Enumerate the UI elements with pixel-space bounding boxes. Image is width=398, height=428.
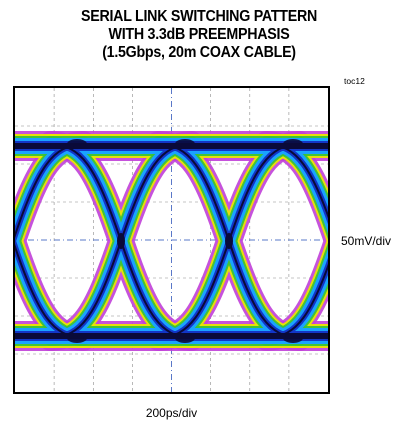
trace-density-cluster <box>67 139 87 149</box>
trace-density-cluster <box>175 139 195 149</box>
trace-density-cluster <box>175 333 195 343</box>
title-line-3: (1.5Gbps, 20m COAX CABLE) <box>102 44 296 61</box>
trace-density-cluster <box>283 139 303 149</box>
trace-density-cluster <box>67 333 87 343</box>
trace-density-cluster <box>283 333 303 343</box>
chart-title: SERIAL LINK SWITCHING PATTERN WITH 3.3dB… <box>16 8 382 62</box>
eye-crossing-point <box>117 233 125 249</box>
figure-tag: toc12 <box>344 76 365 86</box>
eye-diagram-plot <box>15 88 328 392</box>
vertical-scale-label: 50mV/div <box>341 234 392 248</box>
eye-crossing-point <box>225 233 233 249</box>
oscilloscope-screen <box>13 86 330 394</box>
trace-core-transitions <box>15 143 328 339</box>
title-line-2: WITH 3.3dB PREEMPHASIS <box>108 26 290 43</box>
title-line-1: SERIAL LINK SWITCHING PATTERN <box>80 8 318 25</box>
horizontal-scale-label: 200ps/div <box>145 406 198 420</box>
eye-traces <box>15 131 328 351</box>
